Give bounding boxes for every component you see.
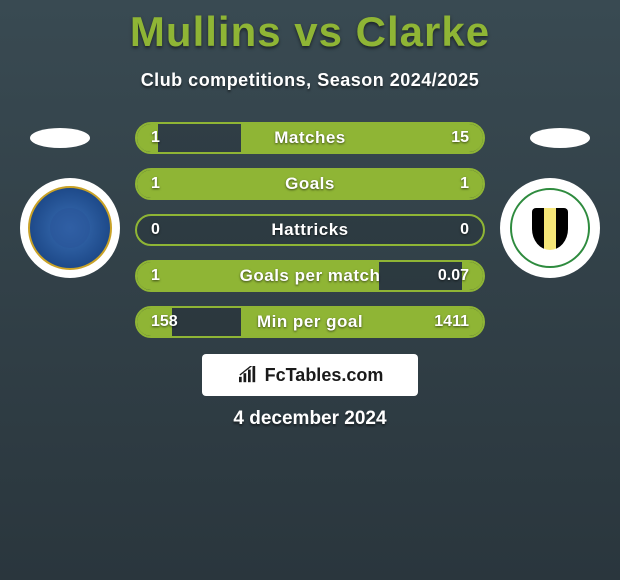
- stat-fill-right: [310, 170, 483, 198]
- stat-value-right: 0.07: [438, 267, 469, 285]
- subtitle: Club competitions, Season 2024/2025: [0, 70, 620, 91]
- club-badge-left-core: [50, 208, 90, 248]
- stat-value-right: 15: [451, 129, 469, 147]
- stat-value-right: 0: [460, 221, 469, 239]
- club-badge-left-inner: [28, 186, 112, 270]
- club-badge-left: [20, 178, 120, 278]
- page-title: Mullins vs Clarke: [0, 0, 620, 56]
- stat-label: Matches: [274, 128, 346, 148]
- stat-bar-min-per-goal: 158 Min per goal 1411: [135, 306, 485, 338]
- stat-label: Goals per match: [240, 266, 381, 286]
- stat-bar-hattricks: 0 Hattricks 0: [135, 214, 485, 246]
- stat-bar-matches: 1 Matches 15: [135, 122, 485, 154]
- branding-text: FcTables.com: [265, 365, 384, 386]
- stat-value-left: 158: [151, 313, 178, 331]
- stat-value-right: 1: [460, 175, 469, 193]
- stat-value-left: 1: [151, 175, 160, 193]
- stats-container: 1 Matches 15 1 Goals 1 0 Hattricks 0 1 G…: [135, 122, 485, 352]
- stat-fill-left: [137, 170, 310, 198]
- stat-label: Min per goal: [257, 312, 363, 332]
- flag-right: [530, 128, 590, 148]
- stat-value-left: 0: [151, 221, 160, 239]
- stat-bar-goals-per-match: 1 Goals per match 0.07: [135, 260, 485, 292]
- stat-value-left: 1: [151, 129, 160, 147]
- stat-value-left: 1: [151, 267, 160, 285]
- club-badge-right-shield: [532, 208, 568, 250]
- date-text: 4 december 2024: [0, 408, 620, 430]
- stat-label: Goals: [285, 174, 335, 194]
- club-badge-right: [500, 178, 600, 278]
- stat-bar-goals: 1 Goals 1: [135, 168, 485, 200]
- chart-icon: [237, 366, 259, 384]
- flag-left: [30, 128, 90, 148]
- stat-label: Hattricks: [271, 220, 348, 240]
- stat-value-right: 1411: [434, 313, 469, 331]
- club-badge-right-inner: [510, 188, 590, 268]
- branding-box: FcTables.com: [202, 354, 418, 396]
